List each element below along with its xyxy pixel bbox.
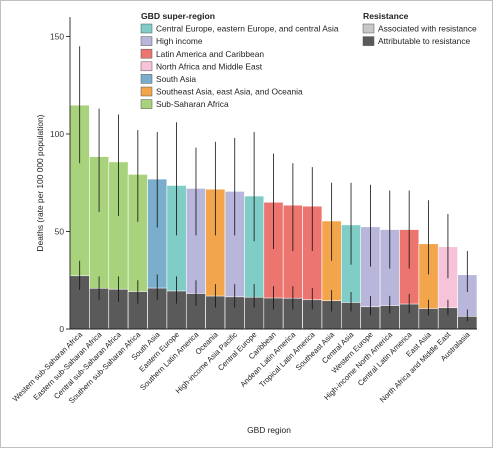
legend-swatch-associated xyxy=(362,23,375,34)
legend-label-ssa: Sub-Saharan Africa xyxy=(156,99,229,109)
y-tick-label: 50 xyxy=(55,227,65,237)
legend-label-associated: Associated with resistance xyxy=(378,24,477,34)
legend-swatch-lac xyxy=(140,48,153,59)
legend-swatch-attributable xyxy=(362,36,375,46)
super-region-legend-title: GBD super-region xyxy=(141,11,215,21)
y-tick-label: 100 xyxy=(50,129,64,139)
y-tick-label: 0 xyxy=(59,324,64,334)
legend-label-attributable: Attributable to resistance xyxy=(378,36,471,46)
legend-swatch-seao xyxy=(140,86,153,97)
y-axis-title: Deaths (rate per 100 000 population) xyxy=(35,114,45,251)
legend-label-name: North Africa and Middle East xyxy=(156,61,263,71)
legend-swatch-ceeca xyxy=(140,23,153,34)
resistance-legend-title: Resistance xyxy=(363,11,409,21)
legend-swatch-sa xyxy=(140,74,153,84)
legend-swatch-name xyxy=(140,61,153,72)
legend-swatch-ssa xyxy=(140,99,153,109)
legend-label-ceeca: Central Europe, eastern Europe, and cent… xyxy=(156,24,339,34)
legend-label-sa: South Asia xyxy=(156,74,196,84)
legend-label-lac: Latin America and Caribbean xyxy=(156,49,264,59)
legend-swatch-high xyxy=(140,36,153,46)
legend-label-seao: Southeast Asia, east Asia, and Oceania xyxy=(156,87,303,97)
x-axis-title: GBD region xyxy=(247,425,291,435)
legend-label-high: High income xyxy=(156,36,203,46)
y-tick-label: 150 xyxy=(50,32,64,42)
